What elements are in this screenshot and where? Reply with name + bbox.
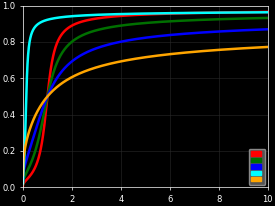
Legend: , , , , : , , , , (249, 149, 265, 185)
